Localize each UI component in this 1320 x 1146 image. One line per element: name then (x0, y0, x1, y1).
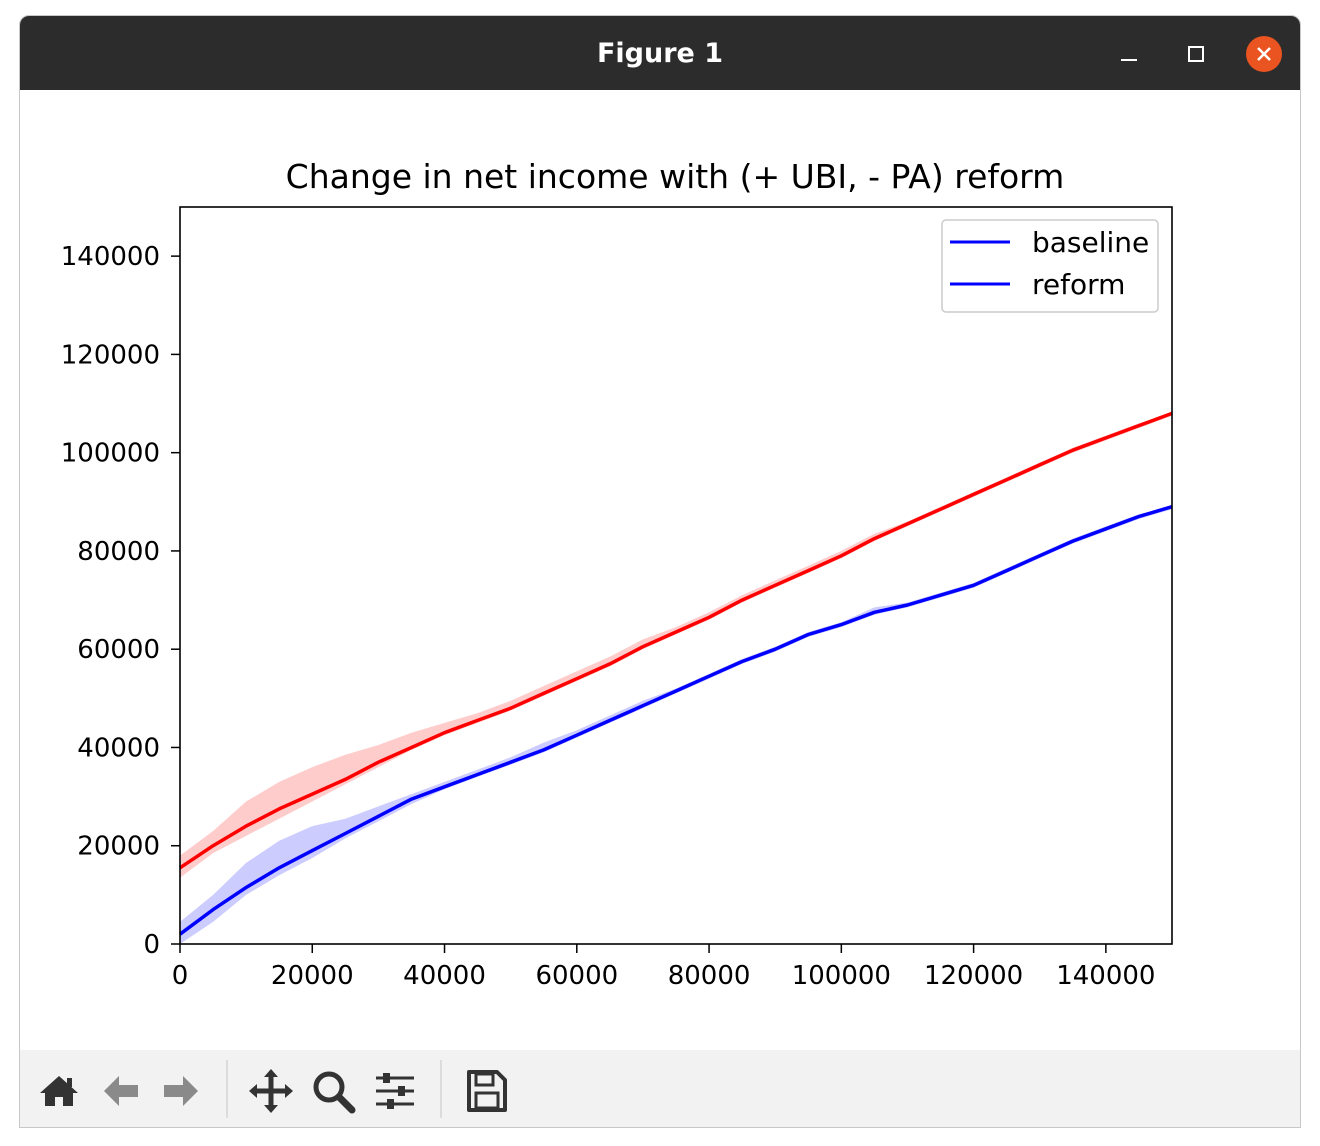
x-tick-label: 140000 (1056, 961, 1155, 991)
y-tick-label: 140000 (61, 242, 160, 272)
x-tick-label: 120000 (924, 961, 1023, 991)
y-tick-label: 100000 (61, 439, 160, 469)
x-tick-label: 20000 (271, 961, 354, 991)
back-icon[interactable] (96, 1066, 146, 1116)
maximize-icon[interactable] (1178, 36, 1214, 72)
y-tick-label: 20000 (77, 832, 160, 862)
title-bar[interactable]: Figure 1 (20, 16, 1300, 90)
x-tick-label: 0 (172, 961, 189, 991)
chart-title: Change in net income with (+ UBI, - PA) … (286, 157, 1065, 196)
legend-label-reform: reform (1032, 268, 1125, 301)
x-tick-label: 40000 (403, 961, 486, 991)
navigation-toolbar (20, 1050, 1300, 1127)
y-tick-label: 120000 (61, 340, 160, 370)
legend: baseline reform (941, 219, 1159, 313)
forward-icon[interactable] (156, 1066, 206, 1116)
zoom-icon[interactable] (308, 1066, 358, 1116)
toolbar-separator (226, 1060, 228, 1118)
legend-label-baseline: baseline (1032, 226, 1149, 259)
y-tick-label: 40000 (77, 733, 160, 763)
figure-window: Figure 1 Change in net income with (+ UB… (19, 15, 1301, 1128)
series-1-band (180, 413, 1172, 878)
x-tick-label: 80000 (668, 961, 751, 991)
x-tick-label: 100000 (792, 961, 891, 991)
y-tick-label: 60000 (77, 635, 160, 665)
toolbar-separator (440, 1060, 442, 1118)
window-title: Figure 1 (596, 38, 724, 69)
close-icon[interactable] (1246, 36, 1282, 72)
series-0-band (180, 506, 1172, 944)
pan-icon[interactable] (246, 1066, 296, 1116)
x-tick-label: 60000 (535, 961, 618, 991)
home-icon[interactable] (34, 1066, 84, 1116)
y-tick-label: 80000 (77, 537, 160, 567)
y-tick-label: 0 (143, 930, 160, 960)
configure-icon[interactable] (370, 1066, 420, 1116)
plot-frame (179, 206, 1173, 945)
series-0-line (178, 505, 1173, 936)
series-1-line (179, 411, 1173, 870)
line-chart: Change in net income with (+ UBI, - PA) … (61, 157, 1173, 991)
save-icon[interactable] (461, 1066, 511, 1116)
plot-canvas[interactable]: Change in net income with (+ UBI, - PA) … (20, 90, 1300, 1050)
minimize-icon[interactable] (1111, 36, 1147, 72)
